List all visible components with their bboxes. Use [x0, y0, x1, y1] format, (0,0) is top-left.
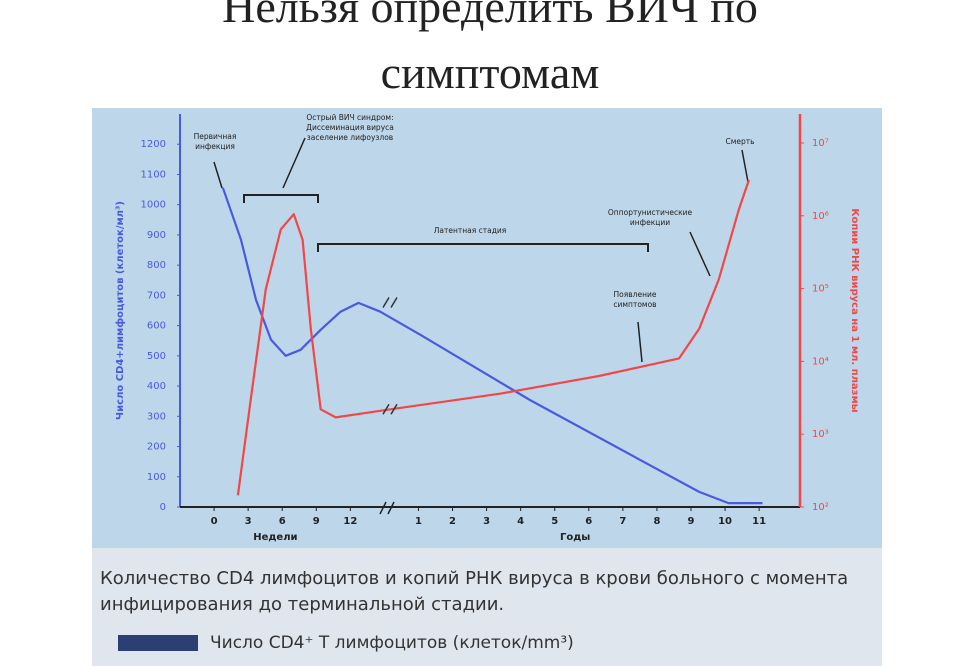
x-tick-label: 6 — [279, 516, 286, 527]
legend: Число CD4⁺ Т лимфоцитов (клеток/mm³) — [118, 633, 574, 653]
y-tick-label: 400 — [147, 381, 166, 392]
y-tick-label: 800 — [147, 260, 166, 271]
y2-tick-label: 10⁴ — [812, 356, 829, 367]
y-tick-label: 600 — [147, 321, 166, 332]
annotation: Смерть — [725, 137, 755, 146]
y-tick-label: 1200 — [141, 139, 166, 150]
y-tick-label: 700 — [147, 290, 166, 301]
x-tick-label: 9 — [313, 516, 320, 527]
y2-axis-label: Копии РНК вируса на 1 мл. плазмы — [849, 208, 860, 412]
title: Нельзя определить ВИЧ по симптомам — [222, 0, 758, 98]
annotation: Появление симптомов — [613, 290, 657, 309]
annotation: Первичная инфекция — [193, 132, 237, 151]
plot-area — [92, 108, 882, 548]
y2-tick-label: 10⁶ — [812, 211, 829, 222]
y-tick-label: 300 — [147, 411, 166, 422]
caption: Количество CD4 лимфоцитов и копий РНК ви… — [100, 568, 849, 615]
axis-break — [382, 297, 398, 415]
legend-label: Число CD4⁺ Т лимфоцитов (клеток/mm³) — [210, 633, 574, 653]
pointer — [213, 161, 223, 189]
pointer — [282, 137, 306, 189]
y2-tick-label: 10² — [812, 502, 829, 513]
y-tick-label: 100 — [147, 472, 166, 483]
x-group-label: Годы — [560, 532, 590, 543]
annotation: Острый ВИЧ синдром: Диссеминация вируса … — [306, 113, 394, 142]
pointer — [637, 321, 643, 363]
annotation: Латентная стадия — [433, 226, 507, 235]
y-tick-label: 0 — [160, 502, 166, 513]
x-tick-label: 3 — [245, 516, 252, 527]
y-tick-label: 1100 — [141, 169, 166, 180]
x-tick-label: 0 — [211, 516, 218, 527]
x-tick-label: 2 — [449, 516, 456, 527]
x-tick-label: 1 — [415, 516, 422, 527]
x-tick-label: 7 — [619, 516, 626, 527]
y2-tick-label: 10⁷ — [812, 138, 829, 149]
y-axis-label: Число CD4+лимфоцитов (клеток/мл³) — [114, 201, 126, 420]
pointer — [741, 149, 749, 183]
x-tick-label: 3 — [483, 516, 490, 527]
x-tick-label: 6 — [585, 516, 592, 527]
pointer — [689, 231, 711, 277]
bracket — [317, 243, 649, 252]
y-tick-label: 200 — [147, 442, 166, 453]
y-tick-label: 500 — [147, 351, 166, 362]
x-tick-label: 10 — [718, 516, 732, 527]
y-tick-label: 1000 — [141, 200, 166, 211]
x-tick-label: 11 — [752, 516, 766, 527]
line-series — [236, 179, 750, 496]
legend-swatch — [118, 635, 198, 651]
x-group-label: Недели — [253, 532, 297, 543]
x-tick-label: 12 — [343, 516, 357, 527]
x-tick-label: 4 — [517, 516, 524, 527]
x-tick-label: 8 — [653, 516, 660, 527]
annotation: Оппортунистические инфекции — [607, 208, 693, 227]
y2-tick-label: 10⁵ — [812, 284, 829, 295]
x-tick-label: 9 — [688, 516, 695, 527]
caption-box — [92, 548, 882, 666]
y2-tick-label: 10³ — [812, 429, 829, 440]
x-tick-label: 5 — [551, 516, 558, 527]
axis-break — [379, 501, 395, 515]
y-tick-label: 900 — [147, 230, 166, 241]
bracket — [243, 194, 319, 203]
line-series — [221, 187, 763, 505]
